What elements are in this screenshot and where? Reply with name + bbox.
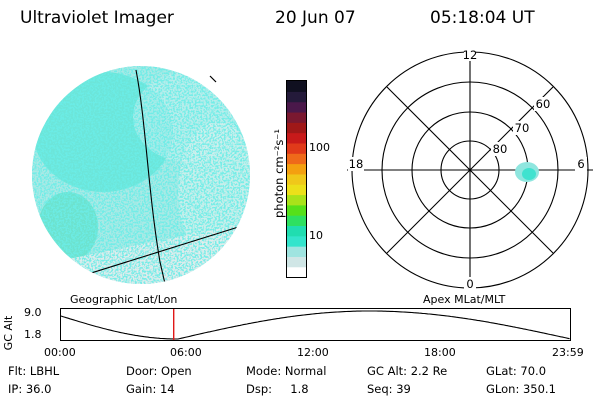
colorbar-tick-10: 10 [309, 229, 323, 242]
lat-label-60: 60 [536, 97, 551, 111]
time-tick-2359: 23:59 [552, 346, 584, 359]
colorbar-band [287, 194, 306, 206]
colorbar-band [287, 122, 306, 134]
colorbar-band [287, 153, 306, 165]
colorbar-band [287, 184, 306, 196]
colorbar-tick-100: 100 [309, 141, 330, 154]
colorbar-band [287, 246, 306, 257]
mlt-label-6: 6 [577, 157, 584, 171]
time-tick-0600: 06:00 [170, 346, 202, 359]
colorbar-band [287, 81, 306, 92]
colorbar-band [287, 173, 306, 185]
mlt-label-12: 12 [463, 48, 478, 62]
magnetic-polar-plot: 12 18 6 0 60 70 80 [347, 48, 593, 291]
mlt-label-0: 0 [466, 277, 473, 291]
colorbar-unit-label: photon cm⁻²s⁻¹ [272, 129, 286, 218]
altitude-plot [60, 308, 571, 341]
altitude-tick-low: 1.8 [24, 328, 42, 341]
colorbar-band [287, 132, 306, 144]
mode-status: Mode: Normal [246, 364, 327, 378]
observation-date: 20 Jun 07 [275, 8, 356, 28]
intensity-colorbar [286, 80, 307, 278]
mlt-label-18: 18 [349, 157, 364, 171]
colorbar-band [287, 215, 306, 227]
colorbar-band [287, 163, 306, 175]
seq-status: Seq: 39 [367, 382, 411, 396]
gain-status: Gain: 14 [126, 382, 175, 396]
altitude-plot-frame [60, 308, 571, 341]
colorbar-band [287, 225, 306, 237]
dsp-status: Dsp: 1.8 [246, 382, 309, 396]
colorbar-band [287, 101, 306, 113]
altitude-tick-high: 9.0 [24, 306, 42, 319]
door-status: Door: Open [126, 364, 192, 378]
colorbar-band [287, 204, 306, 216]
pole-tick-mark [209, 75, 217, 83]
observation-time: 05:18:04 UT [430, 8, 535, 28]
polar-diagonal-2 [386, 86, 554, 254]
time-tick-1800: 18:00 [424, 346, 456, 359]
colorbar-gradient [287, 81, 306, 277]
geographic-uv-image [32, 66, 250, 284]
colorbar-band [287, 91, 306, 103]
colorbar-band [287, 256, 306, 268]
altitude-curve [60, 310, 570, 340]
gc-alt-status: GC Alt: 2.2 Re [367, 364, 448, 378]
instrument-title: Ultraviolet Imager [20, 8, 174, 28]
magnetic-caption: Apex MLat/MLT [423, 293, 506, 306]
auroral-emission-spot [515, 162, 539, 182]
ip-status: IP: 36.0 [8, 382, 52, 396]
time-tick-1200: 12:00 [297, 346, 329, 359]
glon-status: GLon: 350.1 [486, 382, 556, 396]
filter-status: Flt: LBHL [8, 364, 60, 378]
longitude-line [135, 69, 167, 284]
time-tick-0000: 00:00 [44, 346, 76, 359]
colorbar-band [287, 142, 306, 154]
glat-status: GLat: 70.0 [486, 364, 547, 378]
colorbar-band [287, 111, 306, 123]
colorbar-band [287, 266, 306, 277]
altitude-axis-label: GC Alt [2, 315, 15, 351]
lat-label-70: 70 [515, 121, 530, 135]
lat-label-80: 80 [493, 142, 508, 156]
colorbar-band [287, 235, 306, 247]
geographic-caption: Geographic Lat/Lon [70, 293, 178, 306]
